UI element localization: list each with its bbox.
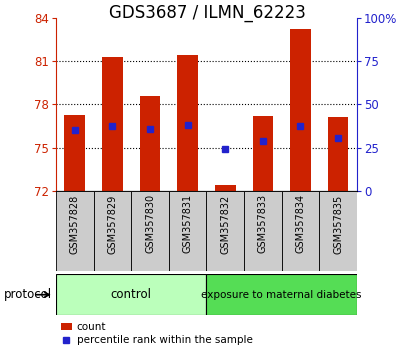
- Text: GSM357828: GSM357828: [70, 194, 80, 253]
- Text: GSM357834: GSM357834: [295, 194, 305, 253]
- Text: GDS3687 / ILMN_62223: GDS3687 / ILMN_62223: [109, 4, 306, 22]
- Bar: [56, 274, 206, 315]
- Text: protocol: protocol: [4, 288, 52, 301]
- Bar: [319, 191, 357, 271]
- Bar: [206, 191, 244, 271]
- Legend: count, percentile rank within the sample: count, percentile rank within the sample: [61, 322, 253, 345]
- Bar: [215, 185, 236, 191]
- Bar: [64, 115, 85, 191]
- Bar: [102, 57, 123, 191]
- Text: GSM357833: GSM357833: [258, 194, 268, 253]
- Bar: [244, 191, 282, 271]
- Bar: [253, 116, 273, 191]
- Text: GSM357830: GSM357830: [145, 194, 155, 253]
- Bar: [177, 55, 198, 191]
- Bar: [131, 191, 169, 271]
- Text: GSM357832: GSM357832: [220, 194, 230, 253]
- Text: exposure to maternal diabetes: exposure to maternal diabetes: [201, 290, 362, 300]
- Bar: [206, 274, 357, 315]
- Bar: [290, 29, 311, 191]
- Bar: [56, 191, 94, 271]
- Bar: [169, 191, 206, 271]
- Text: GSM357829: GSM357829: [107, 194, 117, 253]
- Bar: [328, 118, 349, 191]
- Text: control: control: [111, 288, 152, 301]
- Text: GSM357835: GSM357835: [333, 194, 343, 253]
- Bar: [94, 191, 131, 271]
- Bar: [282, 191, 319, 271]
- Bar: [140, 96, 160, 191]
- Text: GSM357831: GSM357831: [183, 194, 193, 253]
